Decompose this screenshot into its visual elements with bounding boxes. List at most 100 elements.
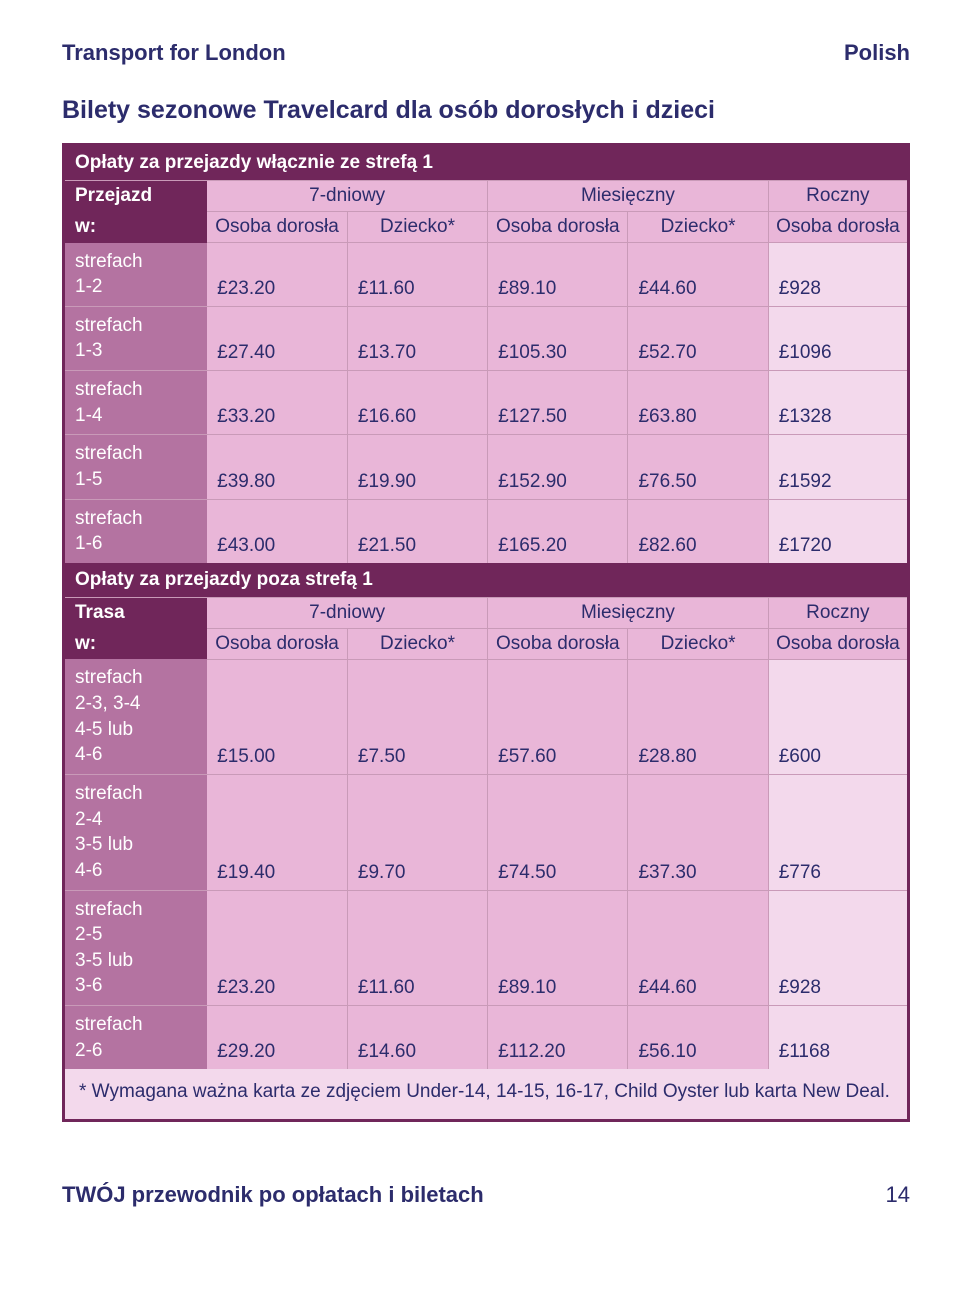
zone-cell: strefach1-5 [64, 435, 208, 499]
value-cell: £39.80 [207, 435, 347, 499]
section1-banner-row: Opłaty za przejazdy włącznie ze strefą 1 [64, 145, 909, 181]
page-header: Transport for London Polish [62, 40, 910, 66]
value-cell: £76.50 [628, 435, 768, 499]
section2-header-periods: Trasa 7-dniowy Miesięczny Roczny [64, 597, 909, 628]
value-cell: £928 [768, 890, 908, 1006]
value-cell: £928 [768, 243, 908, 307]
value-cell: £11.60 [347, 890, 487, 1006]
value-cell: £1168 [768, 1006, 908, 1070]
value-cell: £16.60 [347, 371, 487, 435]
value-cell: £23.20 [207, 243, 347, 307]
section1-banner: Opłaty za przejazdy włącznie ze strefą 1 [64, 145, 909, 181]
table-row: strefach1-5£39.80£19.90£152.90£76.50£159… [64, 435, 909, 499]
value-cell: £1096 [768, 306, 908, 370]
section2-header-subcols: w: Osoba dorosła Dziecko* Osoba dorosła … [64, 628, 909, 659]
page-footer: TWÓJ przewodnik po opłatach i biletach 1… [62, 1182, 910, 1208]
table-row: strefach2-53-5 lub3-6£23.20£11.60£89.10£… [64, 890, 909, 1006]
section1-rowhead2: w: [64, 212, 208, 243]
table-row: strefach2-43-5 lub4-6£19.40£9.70£74.50£3… [64, 774, 909, 890]
page-title: Bilety sezonowe Travelcard dla osób doro… [62, 96, 910, 125]
zone-cell: strefach2-43-5 lub4-6 [64, 774, 208, 890]
value-cell: £165.20 [488, 499, 628, 563]
value-cell: £23.20 [207, 890, 347, 1006]
fares-table: Opłaty za przejazdy włącznie ze strefą 1… [62, 143, 910, 1122]
footer-text: TWÓJ przewodnik po opłatach i biletach [62, 1182, 484, 1208]
value-cell: £9.70 [347, 774, 487, 890]
period-monthly-2: Miesięczny [488, 597, 769, 628]
zone-cell: strefach1-6 [64, 499, 208, 563]
value-cell: £89.10 [488, 243, 628, 307]
zone-cell: strefach1-4 [64, 371, 208, 435]
col2-child-7d: Dziecko* [347, 628, 487, 659]
value-cell: £57.60 [488, 659, 628, 774]
value-cell: £52.70 [628, 306, 768, 370]
value-cell: £19.40 [207, 774, 347, 890]
value-cell: £74.50 [488, 774, 628, 890]
value-cell: £56.10 [628, 1006, 768, 1070]
section1-rowhead1: Przejazd [64, 181, 208, 212]
period-7day-2: 7-dniowy [207, 597, 488, 628]
col2-adult-m: Osoba dorosła [488, 628, 628, 659]
zone-cell: strefach2-3, 3-44-5 lub4-6 [64, 659, 208, 774]
value-cell: £37.30 [628, 774, 768, 890]
value-cell: £82.60 [628, 499, 768, 563]
col-adult-y: Osoba dorosła [768, 212, 908, 243]
value-cell: £1720 [768, 499, 908, 563]
zone-cell: strefach2-6 [64, 1006, 208, 1070]
value-cell: £1328 [768, 371, 908, 435]
section1-header-periods: Przejazd 7-dniowy Miesięczny Roczny [64, 181, 909, 212]
period-annual: Roczny [768, 181, 908, 212]
value-cell: £44.60 [628, 890, 768, 1006]
table-row: strefach2-3, 3-44-5 lub4-6£15.00£7.50£57… [64, 659, 909, 774]
col-adult-7d: Osoba dorosła [207, 212, 347, 243]
value-cell: £1592 [768, 435, 908, 499]
value-cell: £105.30 [488, 306, 628, 370]
value-cell: £14.60 [347, 1006, 487, 1070]
zone-cell: strefach2-53-5 lub3-6 [64, 890, 208, 1006]
value-cell: £7.50 [347, 659, 487, 774]
value-cell: £63.80 [628, 371, 768, 435]
zone-cell: strefach1-3 [64, 306, 208, 370]
brand-text: Transport for London [62, 40, 286, 66]
col2-adult-7d: Osoba dorosła [207, 628, 347, 659]
value-cell: £33.20 [207, 371, 347, 435]
value-cell: £11.60 [347, 243, 487, 307]
value-cell: £89.10 [488, 890, 628, 1006]
table-row: strefach2-6£29.20£14.60£112.20£56.10£116… [64, 1006, 909, 1070]
table-row: strefach1-2£23.20£11.60£89.10£44.60£928 [64, 243, 909, 307]
col-child-m: Dziecko* [628, 212, 768, 243]
value-cell: £776 [768, 774, 908, 890]
value-cell: £127.50 [488, 371, 628, 435]
value-cell: £43.00 [207, 499, 347, 563]
value-cell: £112.20 [488, 1006, 628, 1070]
section2-banner: Opłaty za przejazdy poza strefą 1 [64, 563, 909, 598]
value-cell: £600 [768, 659, 908, 774]
value-cell: £19.90 [347, 435, 487, 499]
period-7day: 7-dniowy [207, 181, 488, 212]
period-annual-2: Roczny [768, 597, 908, 628]
section1-header-subcols: w: Osoba dorosła Dziecko* Osoba dorosła … [64, 212, 909, 243]
table-row: strefach1-3£27.40£13.70£105.30£52.70£109… [64, 306, 909, 370]
footnote-text: * Wymagana ważna karta ze zdjęciem Under… [64, 1069, 909, 1120]
col-child-7d: Dziecko* [347, 212, 487, 243]
col2-child-m: Dziecko* [628, 628, 768, 659]
language-label: Polish [844, 40, 910, 66]
value-cell: £21.50 [347, 499, 487, 563]
value-cell: £28.80 [628, 659, 768, 774]
section2-banner-row: Opłaty za przejazdy poza strefą 1 [64, 563, 909, 598]
value-cell: £44.60 [628, 243, 768, 307]
footer-page-number: 14 [886, 1182, 910, 1208]
table-row: strefach1-6£43.00£21.50£165.20£82.60£172… [64, 499, 909, 563]
value-cell: £27.40 [207, 306, 347, 370]
period-monthly: Miesięczny [488, 181, 769, 212]
zone-cell: strefach1-2 [64, 243, 208, 307]
value-cell: £152.90 [488, 435, 628, 499]
col2-adult-y: Osoba dorosła [768, 628, 908, 659]
col-adult-m: Osoba dorosła [488, 212, 628, 243]
section2-rowhead2: w: [64, 628, 208, 659]
value-cell: £13.70 [347, 306, 487, 370]
table-row: strefach1-4£33.20£16.60£127.50£63.80£132… [64, 371, 909, 435]
footnote-row: * Wymagana ważna karta ze zdjęciem Under… [64, 1069, 909, 1120]
value-cell: £15.00 [207, 659, 347, 774]
value-cell: £29.20 [207, 1006, 347, 1070]
